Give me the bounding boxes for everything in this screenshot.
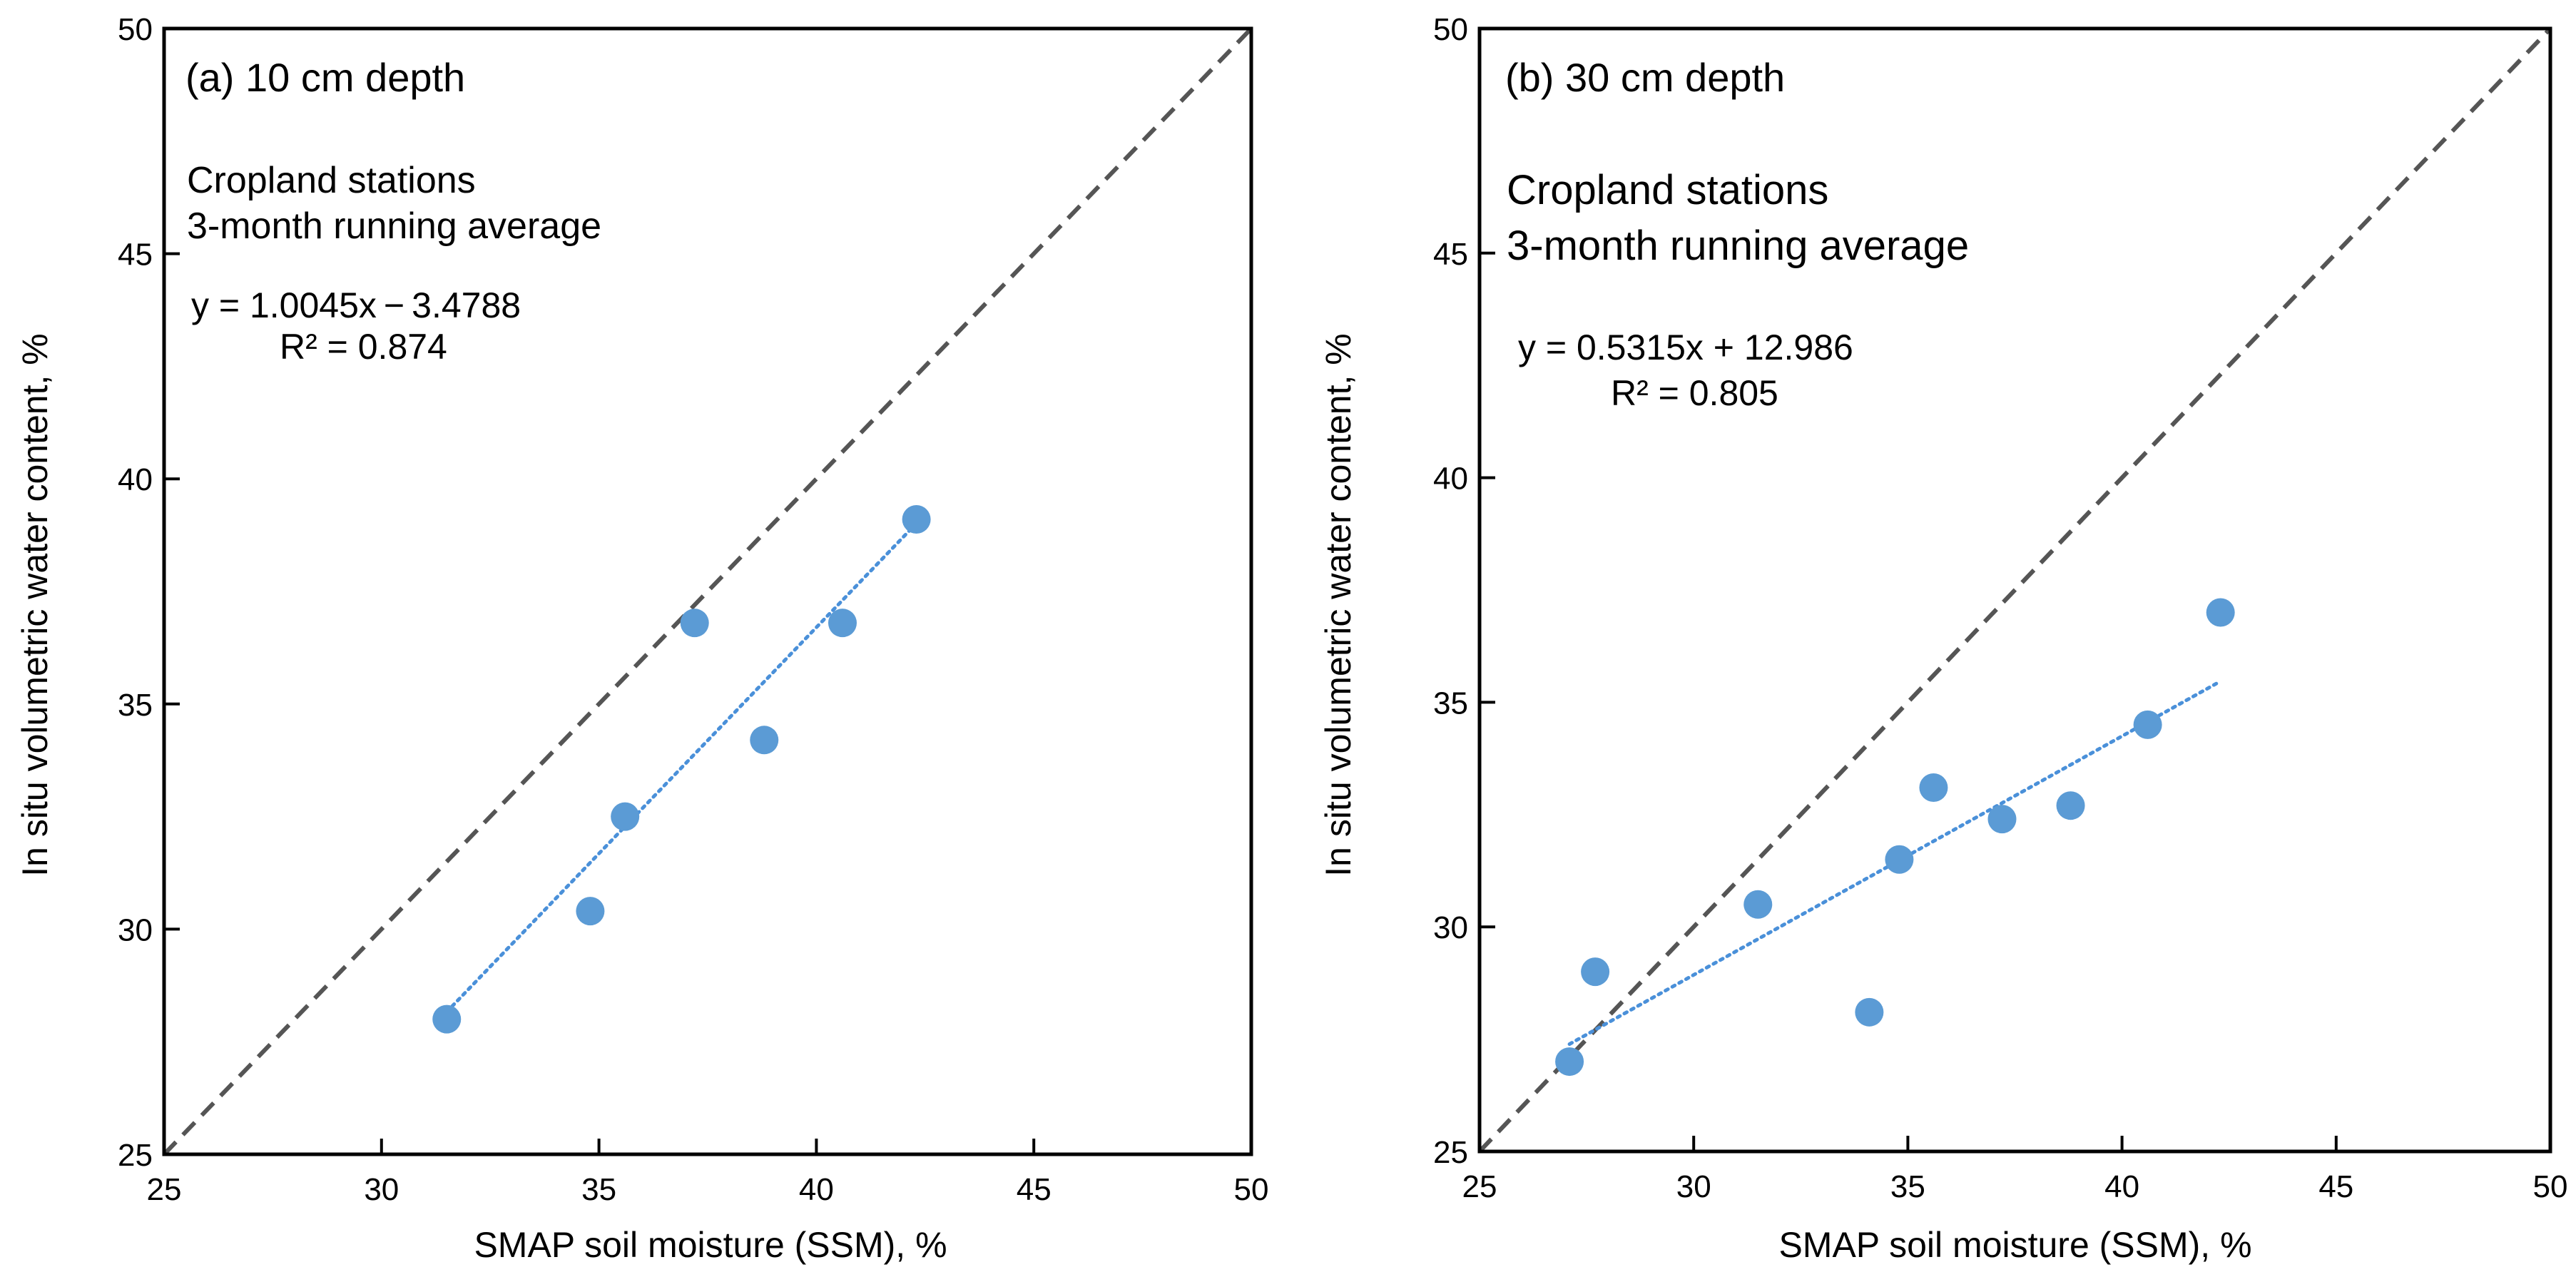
x-tick-label: 45: [1017, 1172, 1052, 1207]
x-tick-label: 30: [364, 1172, 399, 1207]
data-point: [2056, 791, 2085, 820]
data-point: [1919, 773, 1948, 803]
data-point: [432, 1004, 462, 1034]
y-tick-label: 25: [1433, 1135, 1468, 1170]
y-tick-label: 50: [118, 12, 153, 47]
y-tick-label: 35: [1433, 686, 1468, 721]
r-squared: R² = 0.874: [280, 327, 447, 367]
y-axis-title: In situ volumetric water content, %: [1318, 333, 1358, 876]
data-point: [1581, 957, 1610, 987]
y-tick-label: 45: [1433, 237, 1468, 272]
x-tick-label: 25: [147, 1172, 182, 1207]
y-tick-label: 40: [118, 462, 153, 497]
data-point: [750, 726, 779, 755]
data-points: [1555, 598, 2235, 1077]
note-line-2: 3-month running average: [1507, 223, 1969, 269]
x-tick-label: 35: [581, 1172, 616, 1207]
y-tick-label: 40: [1433, 462, 1468, 497]
plot-frame: [162, 26, 1253, 1156]
y-tick-label: 25: [118, 1138, 153, 1173]
plot-frame: [1477, 26, 2552, 1154]
data-point: [902, 505, 931, 534]
x-tick-label: 40: [2104, 1169, 2139, 1204]
data-point: [1987, 805, 2017, 834]
x-axis-title: SMAP soil moisture (SSM), %: [1778, 1225, 2251, 1265]
x-tick-label: 40: [799, 1172, 834, 1207]
y-tick-label: 30: [1433, 910, 1468, 945]
ticks-group: 25 30 35 40 45 50 25 30 35 40 45 50: [118, 12, 1268, 1207]
ticks-group: 25 30 35 40 45 50 25 30 35 40 45 50: [1433, 12, 2567, 1204]
data-point: [1555, 1047, 1584, 1077]
data-point: [611, 802, 640, 831]
regression-equation: y = 1.0045x − 3.4788: [191, 285, 521, 325]
panel-label: (b) 30 cm depth: [1505, 55, 1785, 100]
chart-panel-a: In situ volumetric water content, % SMAP…: [15, 12, 1268, 1265]
note-line-2: 3-month running average: [187, 205, 601, 247]
x-tick-label: 30: [1676, 1169, 1711, 1204]
x-tick-label: 50: [2533, 1169, 2568, 1204]
data-point: [828, 609, 857, 638]
y-tick-label: 35: [118, 688, 153, 723]
data-points: [432, 505, 931, 1034]
trendline: [444, 522, 919, 1014]
data-point: [2206, 598, 2235, 627]
r-squared: R² = 0.805: [1611, 373, 1778, 413]
y-tick-label: 50: [1433, 12, 1468, 47]
x-tick-label: 50: [1234, 1172, 1269, 1207]
y-axis-title: In situ volumetric water content, %: [15, 333, 55, 876]
x-tick-label: 35: [1890, 1169, 1925, 1204]
note-line-1: Cropland stations: [1507, 167, 1828, 213]
data-point: [1855, 997, 1884, 1027]
data-point: [680, 609, 709, 638]
panel-label: (a) 10 cm depth: [185, 55, 465, 100]
y-tick-label: 30: [118, 912, 153, 947]
note-line-1: Cropland stations: [187, 160, 476, 201]
one-to-one-line: [162, 26, 1253, 1156]
data-point: [1743, 890, 1773, 919]
regression-equation: y = 0.5315x + 12.986: [1518, 327, 1853, 367]
x-axis-title: SMAP soil moisture (SSM), %: [474, 1225, 947, 1265]
data-point: [2133, 710, 2162, 739]
chart-panel-b: In situ volumetric water content, % SMAP…: [1318, 12, 2567, 1265]
x-tick-label: 25: [1462, 1169, 1497, 1204]
y-tick-label: 45: [118, 238, 153, 273]
data-point: [576, 897, 605, 926]
x-tick-label: 45: [2318, 1169, 2353, 1204]
data-point: [1885, 845, 1914, 874]
one-to-one-line: [1477, 26, 2552, 1154]
